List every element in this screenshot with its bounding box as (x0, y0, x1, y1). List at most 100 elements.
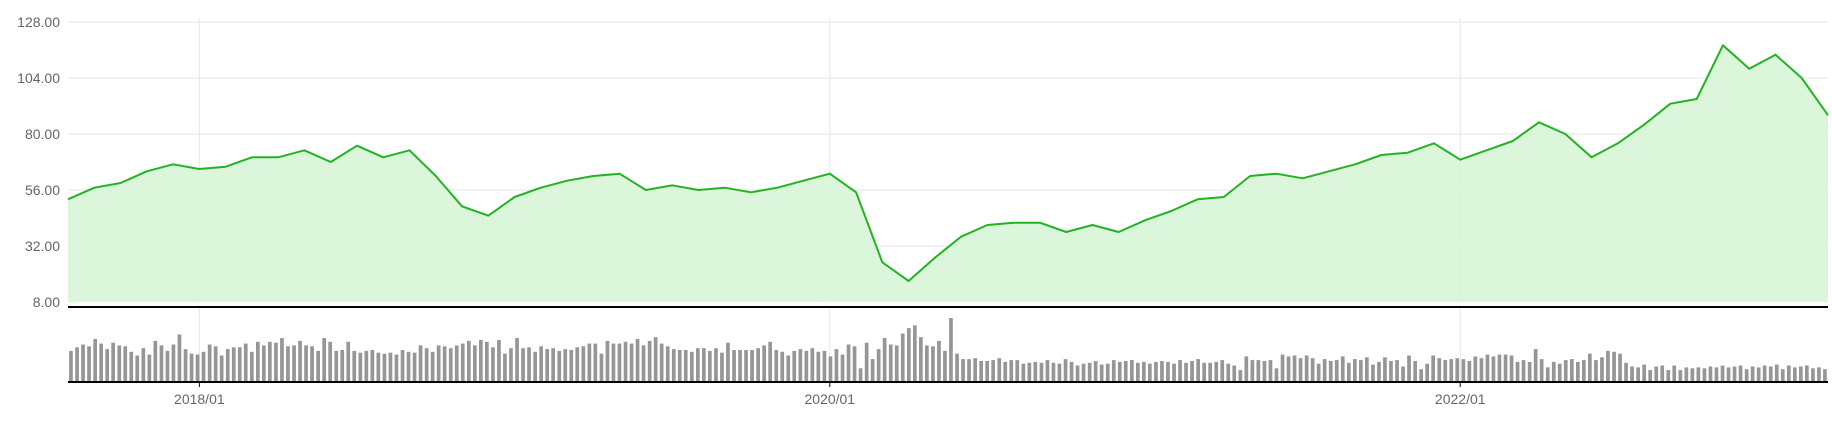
volume-bar (177, 334, 182, 382)
volume-bar (1576, 361, 1580, 382)
volume-bar (1286, 356, 1291, 382)
volume-bar (99, 343, 103, 382)
volume-bar (1238, 370, 1243, 382)
volume-bar (1588, 353, 1592, 382)
volume-bar (364, 350, 369, 382)
y-tick-label: 8.00 (33, 294, 60, 310)
price-area-fill (68, 45, 1828, 303)
volume-bar (696, 348, 700, 382)
volume-bar (527, 347, 531, 382)
volume-bar (1202, 362, 1206, 382)
volume-bar (406, 351, 411, 382)
volume-bar (1515, 361, 1520, 382)
volume-bar (690, 351, 694, 382)
volume-bar (1123, 361, 1128, 382)
volume-bar (744, 350, 748, 382)
volume-bar (1214, 361, 1219, 382)
volume-bar (1431, 355, 1435, 382)
volume-bar (888, 344, 893, 382)
volume-bar (1292, 355, 1297, 382)
volume-bar (1485, 354, 1490, 382)
volume-bar (1069, 361, 1074, 382)
volume-bar (430, 351, 435, 382)
volume-bar (1449, 359, 1454, 382)
volume-bar (828, 356, 833, 382)
volume-bar (545, 349, 549, 382)
volume-bar (1015, 360, 1020, 382)
volume-bar (581, 346, 586, 382)
volume-bar (1395, 360, 1399, 382)
volume-bar (1262, 361, 1267, 382)
volume-bar (1654, 366, 1659, 382)
volume-bar (1359, 360, 1363, 382)
volume-bar (1365, 357, 1369, 382)
volume-bar (1340, 356, 1345, 382)
volume-bar (1148, 363, 1152, 382)
volume-bar (931, 346, 935, 382)
volume-bar (183, 349, 188, 382)
volume-bar (1503, 354, 1508, 382)
volume-bar (292, 345, 296, 382)
volume-bar (231, 347, 236, 382)
volume-bar (159, 345, 164, 382)
volume-bar (87, 346, 91, 382)
volume-bar (955, 353, 959, 382)
volume-bar (973, 358, 977, 382)
volume-bar (997, 358, 1002, 382)
volume-bar (1624, 362, 1628, 382)
price-series-line (67, 44, 1829, 282)
volume-bar (1413, 361, 1417, 382)
volume-bar (1714, 367, 1719, 382)
volume-bar (623, 341, 628, 382)
volume-bar (1184, 362, 1188, 382)
x-tick-label: 2022/01 (1435, 391, 1486, 407)
volume-bar (551, 348, 555, 382)
volume-bar (454, 345, 459, 382)
volume-bar (653, 337, 658, 382)
volume-bar (1105, 363, 1110, 382)
volume-bar (1033, 361, 1038, 382)
volume-bar (1310, 358, 1315, 382)
y-tick-label: 80.00 (25, 126, 60, 142)
volume-bar (1280, 354, 1285, 382)
volume-bar (1304, 355, 1309, 382)
volume-bar (1075, 365, 1080, 382)
volume-bar (635, 339, 640, 382)
volume-bar (1690, 368, 1695, 382)
volume-bar (1051, 362, 1056, 382)
volume-bar (786, 355, 791, 382)
volume-bar (834, 349, 839, 382)
volume-bar (780, 351, 785, 382)
volume-bar (1057, 363, 1062, 382)
volume-bar (539, 346, 543, 382)
volume-bar (919, 337, 923, 382)
volume-bar (1774, 364, 1779, 382)
volume-bar (93, 339, 97, 382)
volume-bar (961, 359, 965, 382)
volume-bar (870, 359, 875, 382)
volume-bar (864, 342, 869, 382)
volume-bar (268, 341, 272, 382)
volume-bar (1172, 363, 1176, 382)
volume-bar (213, 346, 218, 382)
volume-bar (491, 347, 495, 382)
volume-bar (1081, 363, 1086, 382)
volume-bar (1509, 355, 1514, 382)
volume-bar (1322, 359, 1327, 382)
volume-bar (1190, 361, 1194, 382)
volume-bar (702, 348, 706, 382)
volume-bar (219, 355, 224, 382)
volume-bar (1130, 360, 1134, 382)
volume-bar (195, 354, 200, 382)
y-tick-label: 32.00 (25, 238, 60, 254)
volume-bar (442, 346, 447, 382)
volume-bar (1154, 361, 1158, 382)
volume-bar (1491, 356, 1496, 382)
volume-bar (1708, 366, 1713, 382)
volume-bar (1178, 360, 1182, 382)
volume-bar (129, 351, 134, 382)
volume-bar (346, 341, 351, 382)
volume-bar (1220, 360, 1225, 382)
volume-bar (1383, 357, 1387, 382)
